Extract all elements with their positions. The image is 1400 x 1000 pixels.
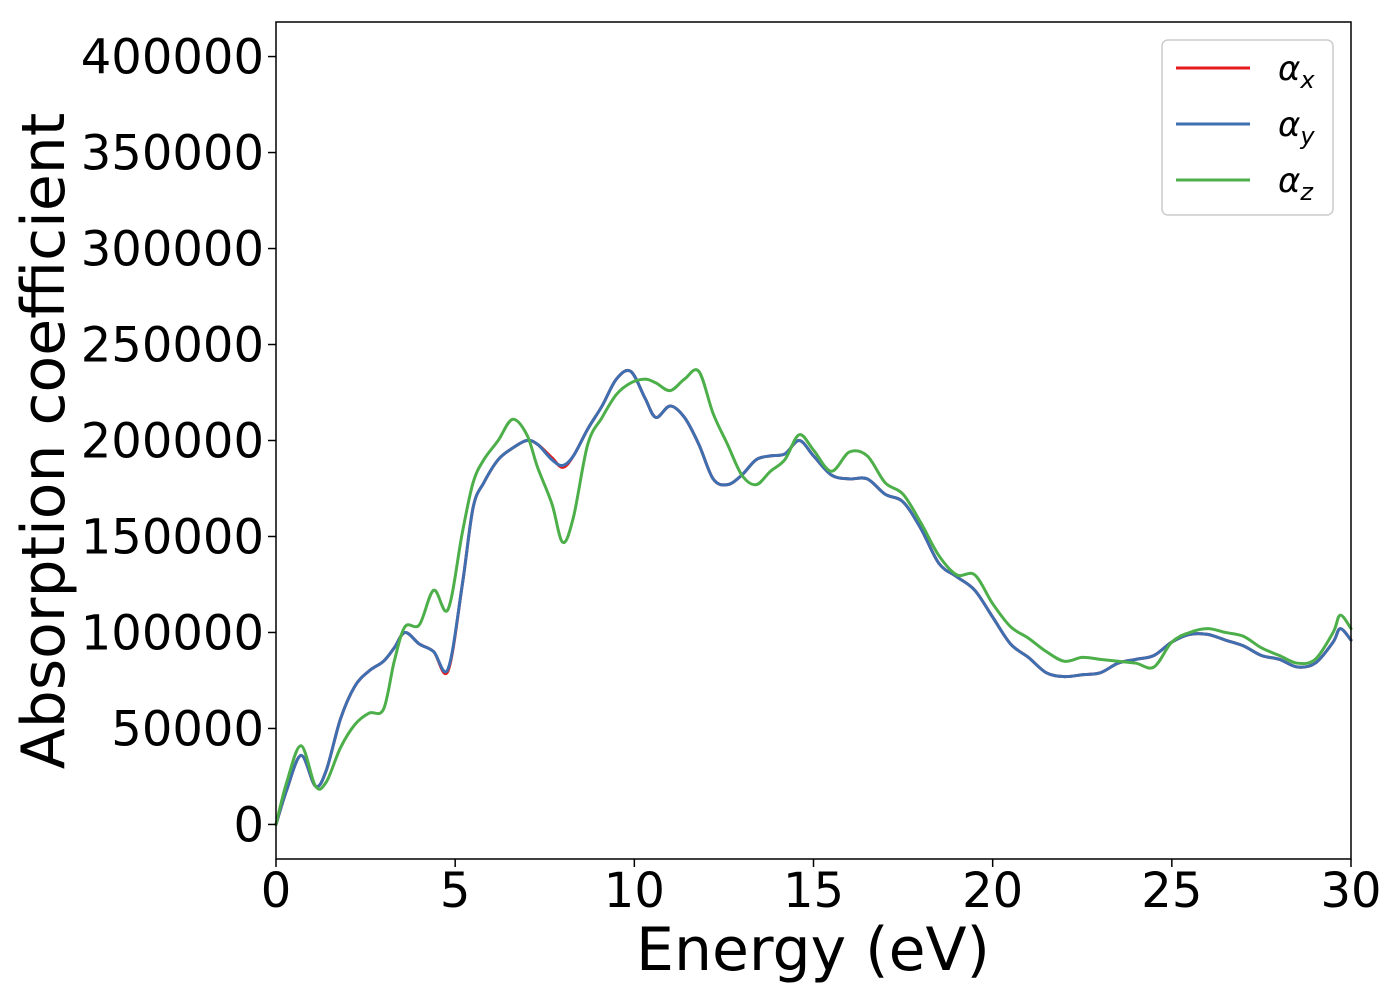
- y-tick-label: 100000: [81, 605, 264, 661]
- x-axis-label: Energy (eV): [636, 915, 990, 985]
- x-axis-ticks: 0 5 10 15 20 25 30: [261, 859, 1382, 919]
- y-axis-ticks: 0 50000 100000 150000 200000 250000 300000 3500…: [81, 30, 276, 853]
- legend-label-y: αy: [1278, 105, 1315, 150]
- y-axis-label: Absorption coefficient: [9, 113, 79, 770]
- legend-label-x: αx: [1278, 49, 1315, 94]
- y-tick-label: 50000: [111, 701, 264, 757]
- x-tick-label: 15: [783, 863, 844, 919]
- y-tick-label: 200000: [81, 414, 264, 470]
- y-tick-label: 150000: [81, 509, 264, 565]
- legend-label-z: αz: [1278, 161, 1314, 206]
- y-tick-label: 400000: [81, 30, 264, 86]
- x-tick-label: 5: [440, 863, 471, 919]
- y-tick-label: 350000: [81, 126, 264, 182]
- x-tick-label: 20: [962, 863, 1023, 919]
- x-tick-label: 30: [1320, 863, 1381, 919]
- x-tick-label: 10: [604, 863, 665, 919]
- legend-box: [1161, 39, 1334, 216]
- y-tick-label: 250000: [81, 318, 264, 374]
- x-tick-label: 25: [1141, 863, 1202, 919]
- y-tick-label: 300000: [81, 222, 264, 278]
- series-line-z: [274, 368, 1353, 826]
- y-tick-label: 0: [233, 797, 264, 853]
- series-line-y: [274, 368, 1353, 826]
- legend: αx αy αz: [1161, 39, 1334, 216]
- x-tick-label: 0: [261, 863, 292, 919]
- series-layer: [274, 368, 1353, 826]
